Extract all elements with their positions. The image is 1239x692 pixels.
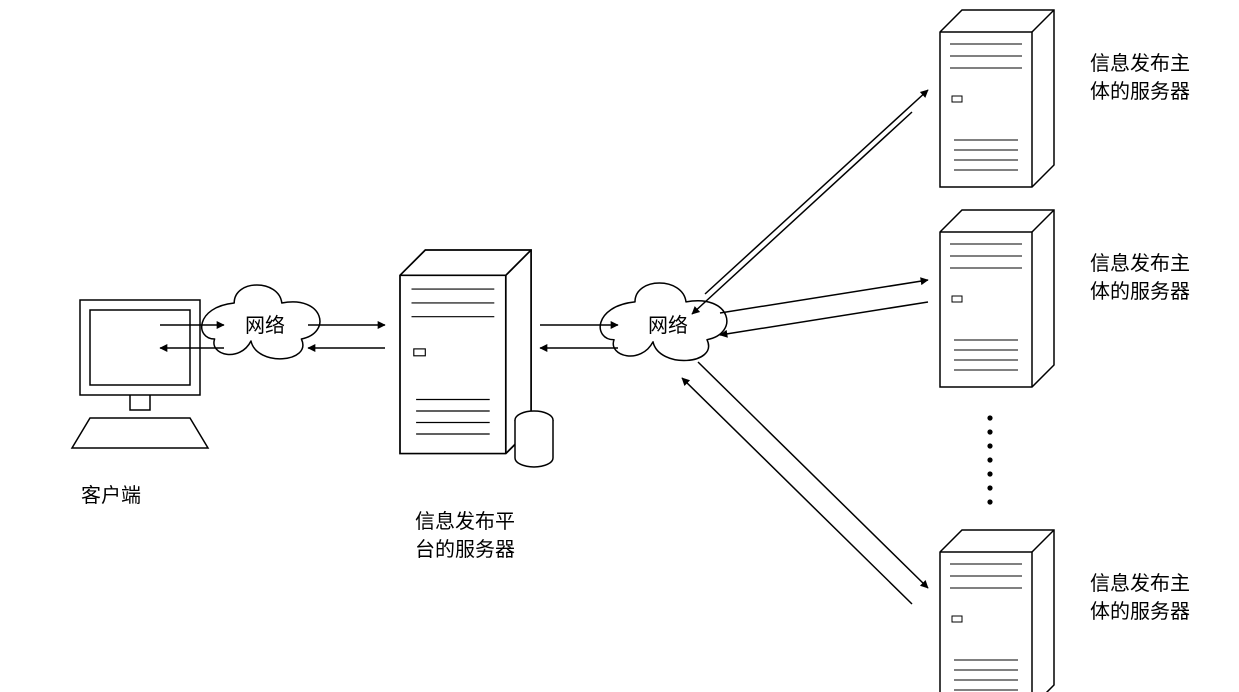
- node-label: 信息发布主 体的服务器: [1090, 50, 1190, 106]
- node-label: 信息发布平 台的服务器: [415, 508, 515, 564]
- svg-text:网络: 网络: [648, 314, 688, 337]
- node-label: 客户端: [81, 482, 141, 510]
- node-label: 信息发布主 体的服务器: [1090, 250, 1190, 306]
- svg-text:网络: 网络: [245, 314, 285, 337]
- node-label: 信息发布主 体的服务器: [1090, 570, 1190, 626]
